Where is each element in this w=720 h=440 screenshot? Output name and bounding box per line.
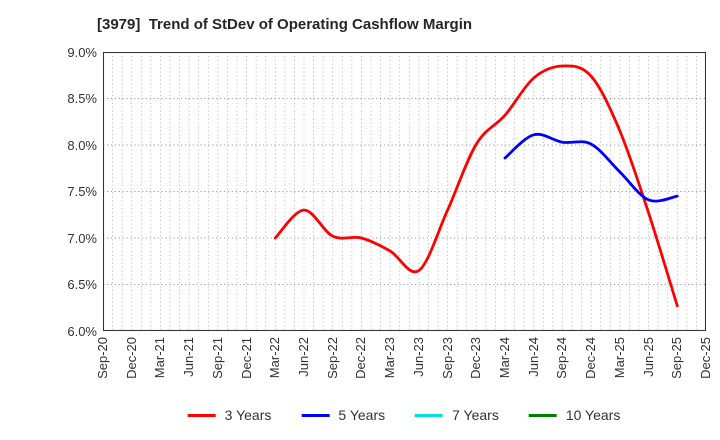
y-axis-tick-label: 7.5% bbox=[67, 184, 97, 199]
plot-border bbox=[103, 52, 706, 331]
y-axis-tick-label: 7.0% bbox=[67, 230, 97, 246]
legend-item-10-years: 10 Years bbox=[528, 407, 621, 423]
plot-svg bbox=[103, 52, 706, 331]
y-axis-tick-label: 8.5% bbox=[67, 91, 97, 106]
legend-line-5-years bbox=[301, 413, 330, 417]
y-axis-tick-label: 6.5% bbox=[67, 277, 97, 292]
y-axis-tick-label: 9.0% bbox=[67, 44, 97, 60]
legend-label-5-years: 5 Years bbox=[338, 407, 386, 423]
x-axis-tick-label: Jun-23 bbox=[410, 337, 426, 377]
legend-item-5-years: 5 Years bbox=[301, 407, 385, 423]
plot-canvas bbox=[103, 52, 706, 331]
y-axis-tick-label: 8.0% bbox=[67, 137, 97, 153]
legend-label-10-years: 10 Years bbox=[565, 407, 621, 423]
legend-line-3-years bbox=[187, 413, 216, 417]
x-axis-tick-label: Sep-22 bbox=[324, 337, 340, 379]
legend-item-7-years: 7 Years bbox=[415, 407, 499, 423]
plot-area bbox=[103, 52, 706, 331]
legend-line-7-years bbox=[415, 413, 444, 417]
x-axis-tick-label: Dec-21 bbox=[238, 337, 254, 379]
x-axis-tick-label: Jun-24 bbox=[525, 337, 541, 377]
x-axis-tick-label: Dec-22 bbox=[353, 337, 369, 379]
chart-title: [3979] Trend of StDev of Operating Cashf… bbox=[97, 16, 473, 33]
x-axis-tick-label: Dec-24 bbox=[583, 337, 599, 379]
x-axis-tick-label: Jun-25 bbox=[640, 337, 656, 377]
x-axis-tick-label: Dec-20 bbox=[123, 337, 139, 379]
x-axis-tick-label: Mar-21 bbox=[152, 337, 168, 379]
x-axis-tick-label: Sep-24 bbox=[554, 337, 570, 379]
x-axis-tick-label: Sep-21 bbox=[209, 337, 225, 379]
x-axis-tick-label: Mar-24 bbox=[497, 337, 512, 379]
x-axis-tick-label: Sep-23 bbox=[439, 337, 455, 379]
x-axis-tick-label: Jun-22 bbox=[296, 337, 311, 377]
legend: 3 Years 5 Years 7 Years 10 Years bbox=[187, 407, 621, 423]
legend-item-3-years: 3 Years bbox=[187, 407, 272, 423]
x-axis-tick-label: Jun-21 bbox=[181, 337, 197, 377]
legend-label-7-years: 7 Years bbox=[452, 407, 499, 423]
x-axis-tick-label: Mar-23 bbox=[382, 337, 398, 379]
y-axis-tick-label: 6.0% bbox=[67, 323, 97, 339]
series-line-3-years bbox=[273, 64, 679, 308]
legend-label-3-years: 3 Years bbox=[224, 407, 272, 423]
x-axis-tick-label: Sep-25 bbox=[669, 337, 685, 379]
legend-line-10-years bbox=[528, 413, 557, 417]
x-axis-tick-label: Mar-22 bbox=[267, 337, 283, 379]
x-axis-tick-label: Dec-23 bbox=[468, 337, 484, 379]
x-axis-tick-label: Dec-25 bbox=[698, 337, 713, 379]
x-axis-tick-label: Mar-25 bbox=[611, 337, 627, 379]
x-axis-tick-label: Sep-20 bbox=[95, 337, 110, 379]
series-line-5-years bbox=[503, 132, 679, 203]
